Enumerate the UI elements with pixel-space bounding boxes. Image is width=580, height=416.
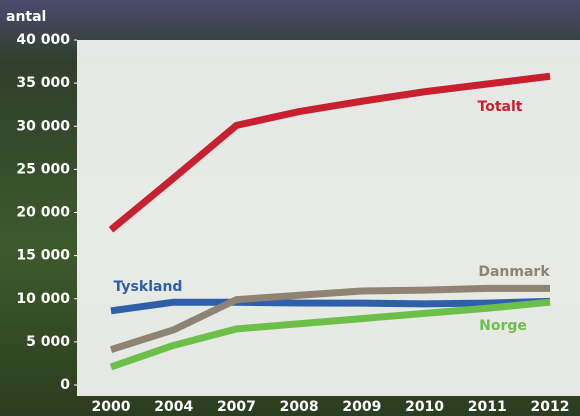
y-tick-label: 25 000 bbox=[16, 161, 70, 177]
x-tick-label: 2008 bbox=[280, 399, 319, 415]
series-line bbox=[109, 284, 550, 353]
y-tick-label: 10 000 bbox=[16, 291, 70, 307]
x-tick-label: 2007 bbox=[217, 399, 256, 415]
y-tick-label: 0 bbox=[60, 377, 70, 393]
y-tick-label: 15 000 bbox=[16, 248, 70, 264]
x-tick-label: 2009 bbox=[342, 399, 381, 415]
y-tick-label: 35 000 bbox=[16, 75, 70, 91]
y-axis-label: antal bbox=[6, 9, 46, 25]
plot-area bbox=[77, 40, 580, 396]
x-tick-label: 2012 bbox=[531, 399, 570, 415]
y-tick-label: 40 000 bbox=[16, 32, 70, 48]
x-tick-label: 2004 bbox=[154, 399, 193, 415]
series-line bbox=[109, 298, 551, 371]
series-line bbox=[110, 297, 551, 315]
x-tick-label: 2011 bbox=[468, 399, 507, 415]
series-label: Totalt bbox=[478, 99, 523, 115]
series-label: Tyskland bbox=[114, 279, 183, 295]
y-tick-label: 20 000 bbox=[16, 205, 70, 221]
series-label: Danmark bbox=[478, 264, 550, 280]
x-tick-label: 2010 bbox=[405, 399, 444, 415]
series-line bbox=[108, 72, 551, 233]
x-tick-label: 2000 bbox=[92, 399, 131, 415]
y-tick-label: 30 000 bbox=[16, 118, 70, 134]
series-label: Norge bbox=[479, 318, 527, 334]
y-tick-label: 5 000 bbox=[26, 334, 70, 350]
